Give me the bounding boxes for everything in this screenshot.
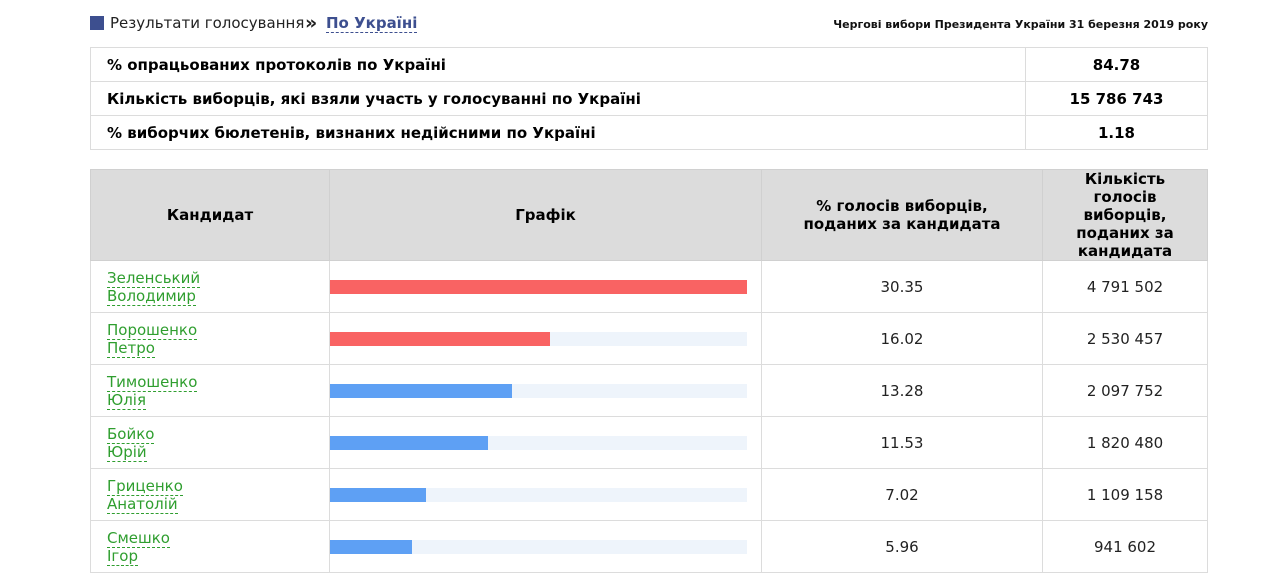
election-title: Чергові вибори Президента України 31 бер… <box>833 18 1208 31</box>
candidate-name[interactable]: Петро <box>107 338 155 358</box>
candidate-surname[interactable]: Гриценко <box>107 476 183 496</box>
votes-cell: 2 530 457 <box>1042 312 1208 365</box>
results-table: Кандидат Графік % голосів виборців, пода… <box>90 169 1208 573</box>
percent-cell: 16.02 <box>761 312 1043 365</box>
summary-value: 15 786 743 <box>1025 81 1208 116</box>
candidate-link[interactable]: Гриценко Анатолій <box>107 476 183 514</box>
bar-track <box>330 487 747 502</box>
summary-row: Кількість виборців, які взяли участь у г… <box>90 81 1208 116</box>
candidate-link[interactable]: Бойко Юрій <box>107 424 155 462</box>
breadcrumb-root: Результати голосування <box>110 14 305 32</box>
candidate-name[interactable]: Володимир <box>107 286 196 306</box>
column-header-graph: Графік <box>329 169 762 261</box>
vote-bar <box>330 383 513 398</box>
votes-cell: 2 097 752 <box>1042 364 1208 417</box>
results-header-row: Кандидат Графік % голосів виборців, пода… <box>90 169 1208 261</box>
bar-track <box>330 383 747 398</box>
summary-value: 1.18 <box>1025 115 1208 150</box>
summary-value: 84.78 <box>1025 47 1208 82</box>
graph-cell <box>329 520 762 573</box>
graph-cell <box>329 312 762 365</box>
bar-track <box>330 539 747 554</box>
candidate-surname[interactable]: Порошенко <box>107 320 198 340</box>
percent-cell: 7.02 <box>761 468 1043 521</box>
candidate-link[interactable]: Смешко Ігор <box>107 528 170 566</box>
summary-label: % виборчих бюлетенів, визнаних недійсним… <box>90 115 1026 150</box>
table-row: Гриценко Анатолій 7.02 1 109 158 <box>90 468 1208 521</box>
candidate-cell: Порошенко Петро <box>90 312 330 365</box>
candidate-name[interactable]: Юрій <box>107 442 147 462</box>
graph-cell <box>329 260 762 313</box>
column-header-candidate: Кандидат <box>90 169 330 261</box>
candidate-cell: Зеленський Володимир <box>90 260 330 313</box>
votes-cell: 941 602 <box>1042 520 1208 573</box>
vote-bar <box>330 539 412 554</box>
summary-table: % опрацьованих протоколів по Україні 84.… <box>90 47 1208 150</box>
vote-bar <box>330 435 489 450</box>
graph-cell <box>329 468 762 521</box>
candidate-surname[interactable]: Тимошенко <box>107 372 198 392</box>
summary-row: % виборчих бюлетенів, визнаних недійсним… <box>90 115 1208 150</box>
candidate-name[interactable]: Ігор <box>107 546 139 566</box>
vote-bar <box>330 487 427 502</box>
percent-cell: 30.35 <box>761 260 1043 313</box>
candidate-name[interactable]: Юлія <box>107 390 146 410</box>
candidate-name[interactable]: Анатолій <box>107 494 178 514</box>
candidate-cell: Гриценко Анатолій <box>90 468 330 521</box>
table-row: Порошенко Петро 16.02 2 530 457 <box>90 312 1208 365</box>
summary-row: % опрацьованих протоколів по Україні 84.… <box>90 47 1208 82</box>
summary-label: % опрацьованих протоколів по Україні <box>90 47 1026 82</box>
vote-bar <box>330 331 551 346</box>
candidate-link[interactable]: Зеленський Володимир <box>107 268 201 306</box>
candidate-link[interactable]: Порошенко Петро <box>107 320 198 358</box>
column-header-percent: % голосів виборців, поданих за кандидата <box>761 169 1043 261</box>
table-row: Бойко Юрій 11.53 1 820 480 <box>90 416 1208 469</box>
candidate-link[interactable]: Тимошенко Юлія <box>107 372 198 410</box>
square-icon <box>90 16 104 30</box>
table-row: Тимошенко Юлія 13.28 2 097 752 <box>90 364 1208 417</box>
breadcrumb-current-link[interactable]: По Україні <box>326 14 418 33</box>
candidate-surname[interactable]: Смешко <box>107 528 170 548</box>
percent-cell: 5.96 <box>761 520 1043 573</box>
graph-cell <box>329 364 762 417</box>
vote-bar <box>330 279 747 294</box>
bar-track <box>330 435 747 450</box>
graph-cell <box>329 416 762 469</box>
candidate-cell: Смешко Ігор <box>90 520 330 573</box>
votes-cell: 4 791 502 <box>1042 260 1208 313</box>
percent-cell: 11.53 <box>761 416 1043 469</box>
bar-track <box>330 331 747 346</box>
candidate-surname[interactable]: Зеленський <box>107 268 201 288</box>
table-row: Зеленський Володимир 30.35 4 791 502 <box>90 260 1208 313</box>
summary-label: Кількість виборців, які взяли участь у г… <box>90 81 1026 116</box>
candidate-surname[interactable]: Бойко <box>107 424 155 444</box>
percent-cell: 13.28 <box>761 364 1043 417</box>
votes-cell: 1 109 158 <box>1042 468 1208 521</box>
page-header: Результати голосування » По Україні Черг… <box>90 12 1208 37</box>
column-header-votes: Кількість голосів виборців, поданих за к… <box>1042 169 1208 261</box>
table-row: Смешко Ігор 5.96 941 602 <box>90 520 1208 573</box>
votes-cell: 1 820 480 <box>1042 416 1208 469</box>
breadcrumb-separator: » <box>305 12 318 34</box>
candidate-cell: Тимошенко Юлія <box>90 364 330 417</box>
candidate-cell: Бойко Юрій <box>90 416 330 469</box>
bar-track <box>330 279 747 294</box>
